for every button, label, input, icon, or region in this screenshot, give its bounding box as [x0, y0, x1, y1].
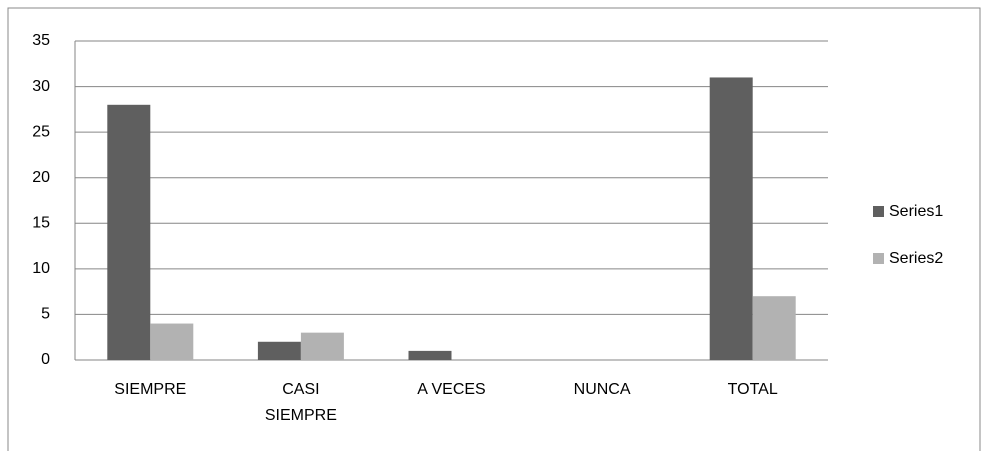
x-tick-label: A VECES	[417, 381, 486, 398]
x-tick-label: CASI SIEMPRE	[264, 381, 337, 424]
bar	[300, 332, 344, 360]
y-tick-label: 20	[32, 169, 50, 186]
y-tick-label: 30	[32, 78, 50, 95]
bar	[752, 296, 796, 360]
x-tick-label: TOTAL	[727, 381, 778, 398]
y-tick-label: 15	[32, 215, 50, 232]
y-tick-label: 25	[32, 123, 50, 140]
legend-swatch	[873, 206, 884, 217]
y-tick-label: 10	[32, 260, 50, 277]
bar	[257, 341, 301, 360]
bar	[709, 77, 753, 360]
legend-label: Series2	[889, 250, 943, 267]
chart-border	[7, 7, 981, 451]
x-tick-label: SIEMPRE	[114, 381, 187, 398]
bar	[150, 323, 194, 360]
bar	[408, 350, 452, 360]
y-tick-label: 35	[32, 32, 50, 49]
y-tick-label: 0	[41, 351, 50, 368]
bar	[107, 104, 151, 360]
legend-swatch	[873, 253, 884, 264]
x-tick-label: NUNCA	[573, 381, 631, 398]
legend-label: Series1	[889, 203, 943, 220]
y-tick-label: 5	[41, 306, 50, 323]
